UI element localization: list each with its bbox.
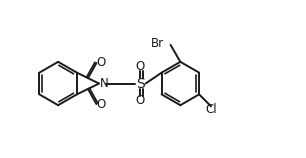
Text: Br: Br	[151, 37, 164, 50]
Text: O: O	[97, 56, 106, 69]
Text: N: N	[100, 77, 108, 90]
Text: O: O	[97, 98, 106, 111]
Text: Cl: Cl	[206, 103, 217, 116]
Text: S: S	[136, 76, 145, 91]
Text: O: O	[136, 60, 145, 73]
Text: O: O	[136, 94, 145, 107]
